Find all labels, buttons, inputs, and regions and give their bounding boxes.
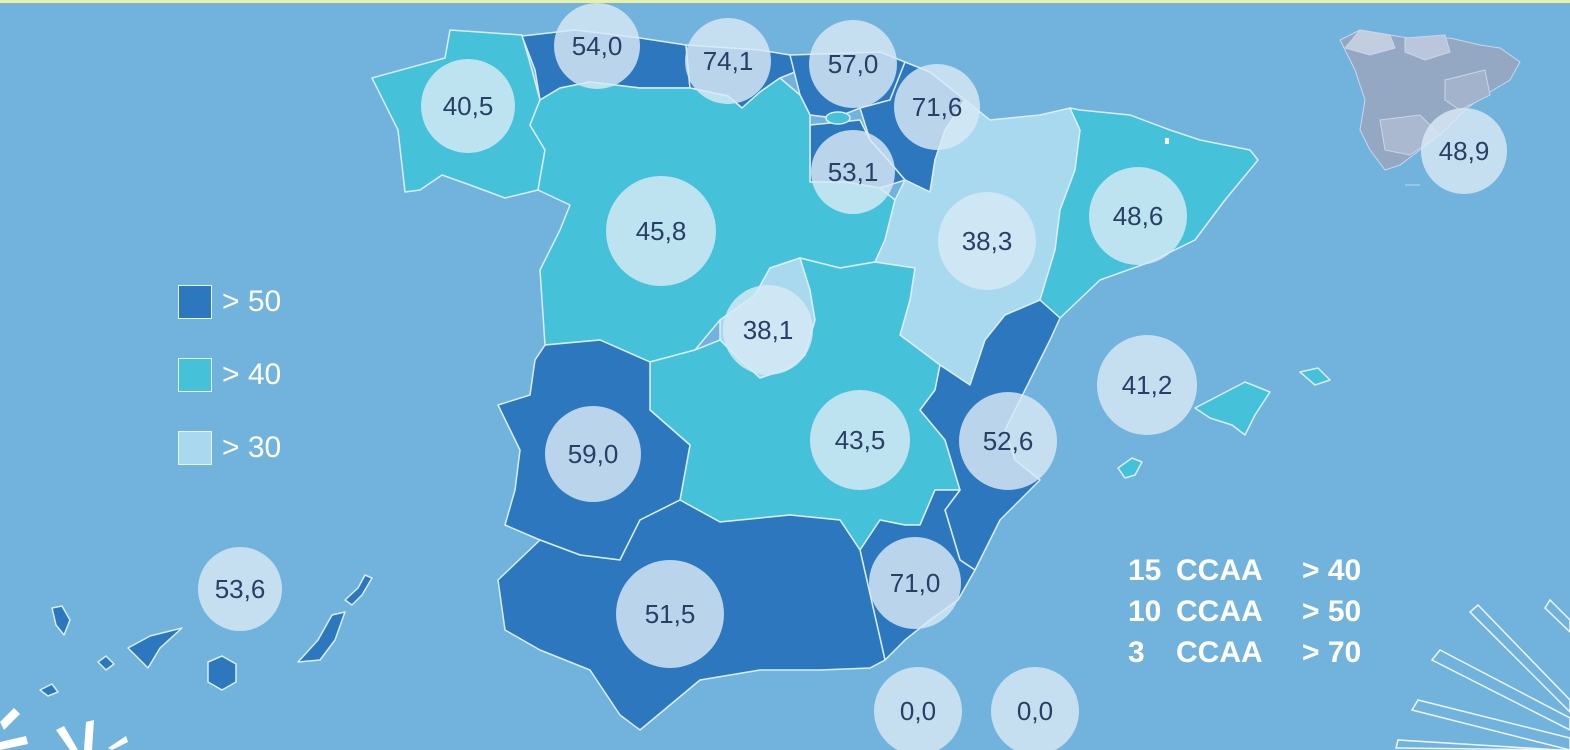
summary-row: 15 CCAA > 40 bbox=[1128, 550, 1361, 591]
summary-count: 10 bbox=[1128, 594, 1162, 628]
value-label: 74,1 bbox=[703, 46, 754, 76]
value-bubble bbox=[811, 130, 895, 214]
value-label: 41,2 bbox=[1122, 370, 1173, 400]
value-label: 38,3 bbox=[962, 226, 1013, 256]
inset-spain-map bbox=[1339, 29, 1521, 171]
value-bubble bbox=[938, 192, 1036, 290]
value-label: 54,0 bbox=[572, 31, 623, 61]
value-bubble bbox=[606, 176, 716, 286]
decorative-sparkle bbox=[0, 708, 128, 750]
value-bubble bbox=[959, 392, 1057, 490]
value-label: 71,0 bbox=[890, 568, 941, 598]
region-canarias-gomera[interactable] bbox=[97, 655, 115, 671]
value-bubble bbox=[421, 59, 515, 153]
value-label: 0,0 bbox=[900, 696, 936, 726]
value-bubble bbox=[545, 406, 641, 502]
value-bubble bbox=[723, 285, 813, 375]
legend-swatch-teal bbox=[178, 358, 212, 392]
summary-threshold: > 70 bbox=[1302, 635, 1362, 669]
decorative-rays bbox=[1395, 598, 1570, 750]
region-canarias-lapalma[interactable] bbox=[51, 605, 71, 636]
value-bubble bbox=[1089, 167, 1187, 265]
value-bubble bbox=[198, 547, 282, 631]
legend-item-gt50: > 50 bbox=[178, 284, 281, 320]
summary-threshold: > 40 bbox=[1302, 553, 1362, 587]
value-label: 48,6 bbox=[1113, 201, 1164, 231]
coast-marker bbox=[1165, 138, 1169, 144]
summary-row: 3 CCAA > 70 bbox=[1128, 632, 1361, 673]
islet-shape bbox=[825, 111, 851, 125]
value-bubble bbox=[874, 667, 962, 750]
value-label: 53,1 bbox=[828, 157, 879, 187]
legend-label: > 40 bbox=[222, 358, 282, 391]
legend-swatch-dark-blue bbox=[178, 285, 212, 319]
region-canarias-hierro[interactable] bbox=[39, 683, 59, 697]
value-bubble bbox=[1421, 108, 1507, 194]
value-label: 45,8 bbox=[636, 216, 687, 246]
value-bubble bbox=[1097, 335, 1197, 435]
region-canarias-grancanaria[interactable] bbox=[207, 655, 237, 691]
region-baleares-ibiza[interactable] bbox=[1117, 457, 1143, 479]
summary-count: 15 bbox=[1128, 553, 1162, 587]
summary-unit: CCAA bbox=[1176, 553, 1263, 587]
legend-item-gt30: > 30 bbox=[178, 430, 281, 466]
legend-label: > 30 bbox=[222, 431, 282, 464]
value-label: 40,5 bbox=[443, 91, 494, 121]
summary-block: 15 CCAA > 40 10 CCAA > 50 3 CCAA > 70 bbox=[1128, 550, 1361, 673]
legend-item-gt40: > 40 bbox=[178, 357, 281, 393]
value-bubble bbox=[869, 537, 961, 629]
value-bubble bbox=[810, 390, 910, 490]
value-label: 38,1 bbox=[743, 315, 794, 345]
region-baleares-menorca[interactable] bbox=[1299, 367, 1331, 386]
region-canarias-fuerteventura[interactable] bbox=[297, 611, 346, 663]
value-label: 48,9 bbox=[1439, 136, 1490, 166]
value-bubble bbox=[554, 3, 640, 89]
region-baleares[interactable] bbox=[1194, 381, 1271, 436]
region-canarias-lanzarote[interactable] bbox=[344, 574, 373, 606]
summary-count: 3 bbox=[1128, 635, 1145, 669]
value-label: 52,6 bbox=[983, 426, 1034, 456]
value-label: 53,6 bbox=[215, 574, 266, 604]
summary-row: 10 CCAA > 50 bbox=[1128, 591, 1361, 632]
value-bubble bbox=[685, 18, 771, 104]
legend-swatch-light-blue bbox=[178, 431, 212, 465]
region-canarias-tenerife[interactable] bbox=[127, 627, 183, 669]
value-bubble bbox=[809, 20, 897, 108]
summary-threshold: > 50 bbox=[1302, 594, 1362, 628]
legend: > 50 > 40 > 30 bbox=[178, 284, 281, 503]
value-bubble bbox=[894, 64, 980, 150]
value-label: 0,0 bbox=[1017, 696, 1053, 726]
value-bubble bbox=[991, 667, 1079, 750]
value-label: 51,5 bbox=[645, 599, 696, 629]
value-label: 57,0 bbox=[828, 49, 879, 79]
summary-unit: CCAA bbox=[1176, 635, 1263, 669]
legend-label: > 50 bbox=[222, 285, 282, 318]
value-bubble bbox=[616, 560, 724, 668]
summary-unit: CCAA bbox=[1176, 594, 1263, 628]
value-label: 59,0 bbox=[568, 439, 619, 469]
value-label: 71,6 bbox=[912, 92, 963, 122]
value-label: 43,5 bbox=[835, 425, 886, 455]
top-border-line bbox=[0, 0, 1570, 3]
